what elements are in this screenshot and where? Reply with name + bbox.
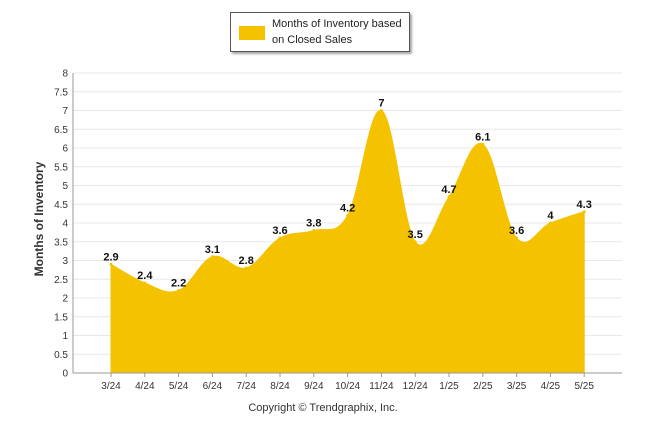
copyright-text: Copyright © Trendgraphix, Inc. [248,402,398,414]
y-tick-label: 3 [62,256,68,267]
data-label: 2.2 [171,278,186,290]
y-tick-label: 4 [62,219,68,230]
data-label: 2.9 [103,251,118,263]
data-point [109,262,113,266]
data-label: 3.8 [306,218,321,230]
data-point [515,236,519,240]
x-tick-label: 4/25 [541,381,561,392]
data-label: 3.6 [509,225,524,237]
y-tick-label: 5 [62,181,68,192]
data-label: 2.8 [239,255,254,267]
y-tick-label: 3.5 [54,237,68,248]
data-label: 3.1 [205,244,220,256]
legend-swatch [239,26,265,40]
data-point [346,214,350,217]
x-tick-label: 11/24 [369,381,394,392]
data-point [582,210,586,214]
data-label: 7 [378,98,384,110]
y-tick-label: 8 [62,69,68,80]
x-tick-label: 10/24 [335,381,360,392]
data-point [244,266,248,270]
legend-label: Months of Inventory based on Closed Sale… [272,18,402,46]
x-tick-label: 5/25 [574,381,594,392]
data-label: 4.2 [340,203,355,215]
y-tick-label: 4.5 [54,200,68,211]
area-fill [110,109,585,374]
data-point [413,240,417,244]
data-point [312,229,316,232]
y-tick-label: 2.5 [54,275,68,286]
y-tick-label: 0.5 [54,350,68,361]
x-tick-label: 2/25 [473,381,493,392]
data-label: 3.6 [272,225,287,237]
x-tick-label: 12/24 [403,381,428,392]
data-point [379,109,383,112]
y-tick-label: 6 [62,144,68,155]
x-tick-label: 7/24 [236,381,256,392]
y-tick-label: 2 [62,294,68,305]
data-point [278,236,282,240]
data-label: 4.7 [441,184,456,196]
x-tick-label: 4/24 [135,381,155,392]
x-tick-label: 3/24 [101,381,121,392]
x-tick-label: 9/24 [304,381,324,392]
axes: 0 0.5 1 1.5 2 2.5 3 3.5 4 4.5 5 5.5 6 6.5 7 7.5 8 3/24 4/2… [54,69,622,392]
y-axis-title: Months of Inventory [32,161,46,277]
data-point [177,289,181,292]
y-tick-label: 7.5 [54,87,68,98]
legend: Months of Inventory based on Closed Sale… [230,12,410,52]
data-labels: 2.9 2.4 2.2 3.1 2.8 3.6 3.8 4.2 7 3.5 4.7 6.1 3.6 4 4.… [103,98,591,290]
y-tick-label: 5.5 [54,162,68,173]
data-label: 4.3 [577,199,592,211]
data-label: 4 [547,210,554,222]
y-tick-label: 6.5 [54,125,68,136]
data-point [548,221,552,225]
data-label: 6.1 [475,131,490,143]
x-tick-label: 6/24 [203,381,223,392]
y-tick-label: 7 [62,106,68,117]
x-tick-label: 5/24 [169,381,189,392]
x-tick-label: 1/25 [439,381,459,392]
data-label: 2.4 [137,270,153,282]
data-point [143,281,147,285]
x-tick-label: 3/25 [507,381,527,392]
y-tick-label: 1 [62,331,68,342]
area-series [109,109,586,374]
x-tick-label: 8/24 [270,381,290,392]
data-point [481,142,485,146]
data-label: 3.5 [408,229,423,241]
data-point [447,195,451,199]
y-tick-label: 0 [62,369,68,380]
data-point [210,255,214,259]
y-tick-label: 1.5 [54,312,68,323]
